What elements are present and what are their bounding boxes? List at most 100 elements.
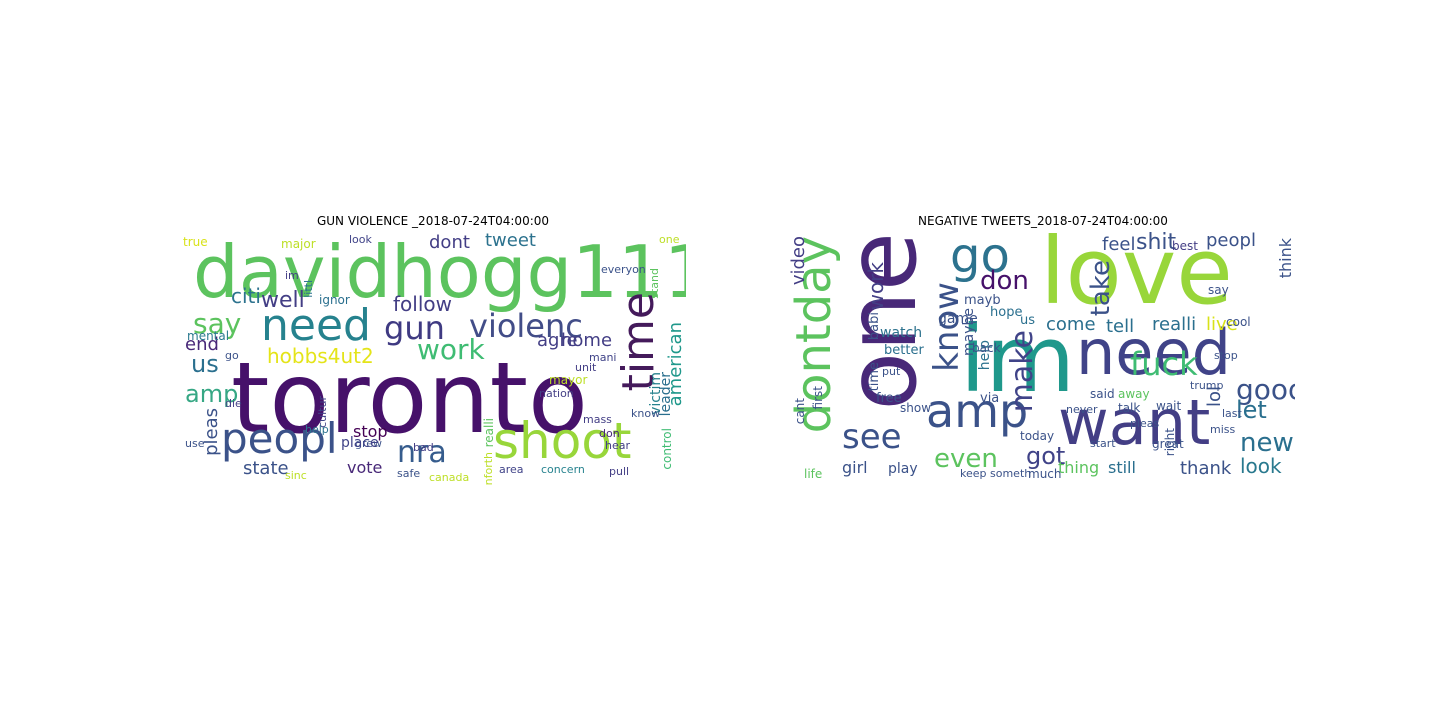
word: via bbox=[980, 391, 1000, 406]
word: cant bbox=[793, 398, 807, 425]
word: toronto bbox=[231, 342, 588, 456]
word: place bbox=[341, 435, 379, 451]
word: take bbox=[1086, 260, 1116, 317]
word: babi bbox=[867, 312, 882, 341]
word: hear bbox=[605, 439, 631, 452]
word: unit bbox=[575, 361, 597, 374]
word: good bbox=[1236, 373, 1295, 406]
word: im bbox=[285, 269, 299, 282]
word: best bbox=[1172, 239, 1198, 253]
word: citi bbox=[231, 284, 261, 308]
word: agre bbox=[537, 330, 578, 351]
word: davidhogg111 bbox=[193, 232, 686, 314]
word: need bbox=[261, 300, 371, 351]
word: today bbox=[1020, 429, 1055, 443]
word: one bbox=[826, 232, 938, 411]
word: mayor bbox=[549, 373, 588, 387]
word: thank bbox=[1180, 458, 1232, 479]
word: play bbox=[888, 461, 918, 477]
word: danforth bbox=[482, 452, 495, 485]
word: think bbox=[1276, 238, 1295, 279]
word: use bbox=[185, 437, 205, 450]
word: pull bbox=[609, 465, 630, 478]
word: shit bbox=[1136, 232, 1177, 255]
word: follow bbox=[393, 292, 452, 316]
word: peopl bbox=[221, 414, 338, 463]
word: nation bbox=[539, 387, 574, 400]
word: sinc bbox=[285, 469, 307, 482]
word: look bbox=[1240, 454, 1282, 478]
right-panel-title: NEGATIVE TWEETS_2018-07-24T04:00:00 bbox=[918, 214, 1168, 228]
word: start bbox=[1090, 437, 1116, 450]
word: mani bbox=[589, 351, 617, 364]
word: area bbox=[499, 463, 524, 476]
word: peopl bbox=[1206, 232, 1256, 251]
word: go bbox=[225, 349, 239, 362]
word: look bbox=[349, 233, 372, 246]
word: ignor bbox=[319, 293, 350, 307]
word: life bbox=[804, 467, 823, 481]
word: say bbox=[193, 307, 242, 340]
word: mayb bbox=[964, 293, 1001, 308]
word: stand bbox=[648, 268, 661, 299]
word: safe bbox=[397, 467, 421, 480]
word: bad bbox=[413, 441, 434, 454]
word: great bbox=[1152, 437, 1184, 451]
word: first bbox=[811, 386, 825, 410]
word: game bbox=[938, 311, 978, 327]
word: don bbox=[980, 266, 1029, 296]
word: major bbox=[281, 237, 316, 251]
word: miss bbox=[1210, 423, 1236, 436]
word: wait bbox=[1156, 399, 1182, 413]
word: away bbox=[1118, 387, 1150, 401]
word: trump bbox=[1190, 379, 1224, 392]
word: feel bbox=[1102, 234, 1136, 255]
word: work bbox=[417, 333, 485, 366]
negative-tweets-word-cloud: one love im need want amp dontday know g… bbox=[790, 232, 1295, 485]
word: dont bbox=[429, 232, 470, 253]
word: stop bbox=[1214, 349, 1238, 362]
word: hobbs4ut2 bbox=[267, 344, 374, 368]
word: nra bbox=[397, 435, 447, 470]
word: mass bbox=[583, 413, 612, 426]
word: say bbox=[1208, 283, 1229, 297]
word: stop bbox=[353, 422, 388, 441]
word: pleas bbox=[201, 408, 222, 456]
word: don bbox=[599, 427, 620, 440]
word: live bbox=[1206, 314, 1238, 335]
word: talk bbox=[1118, 401, 1141, 415]
word: us bbox=[191, 350, 219, 378]
word: come bbox=[1046, 314, 1096, 335]
word: watch bbox=[880, 325, 923, 341]
word: need bbox=[1076, 316, 1231, 389]
word: see bbox=[842, 417, 902, 457]
word: one bbox=[659, 233, 680, 246]
word: even bbox=[934, 444, 998, 474]
word: free bbox=[876, 391, 902, 406]
word: vote bbox=[347, 458, 383, 477]
word: better bbox=[884, 343, 924, 358]
word: said bbox=[1090, 387, 1115, 401]
word: girl bbox=[842, 458, 868, 477]
word: much bbox=[1028, 467, 1062, 481]
left-panel-title: GUN VIOLENCE _2018-07-24T04:00:00 bbox=[316, 214, 550, 228]
word: put bbox=[882, 365, 901, 378]
word: shoot bbox=[493, 412, 632, 470]
word: work bbox=[864, 262, 888, 311]
word: grew bbox=[355, 437, 383, 450]
word: cool bbox=[1226, 315, 1251, 329]
word: canada bbox=[429, 471, 470, 484]
word: let bbox=[1236, 396, 1267, 424]
word: last bbox=[1222, 407, 1242, 420]
word: never bbox=[1066, 403, 1098, 416]
word: concern bbox=[541, 463, 585, 476]
word: die bbox=[225, 397, 242, 410]
word: littl bbox=[302, 280, 315, 298]
word: everyon bbox=[601, 263, 646, 276]
word: im bbox=[960, 306, 1076, 413]
word: pleas bbox=[1130, 417, 1160, 430]
word: state bbox=[243, 458, 289, 479]
word: video bbox=[790, 236, 809, 286]
word: end bbox=[185, 334, 219, 355]
word: time bbox=[867, 362, 882, 392]
